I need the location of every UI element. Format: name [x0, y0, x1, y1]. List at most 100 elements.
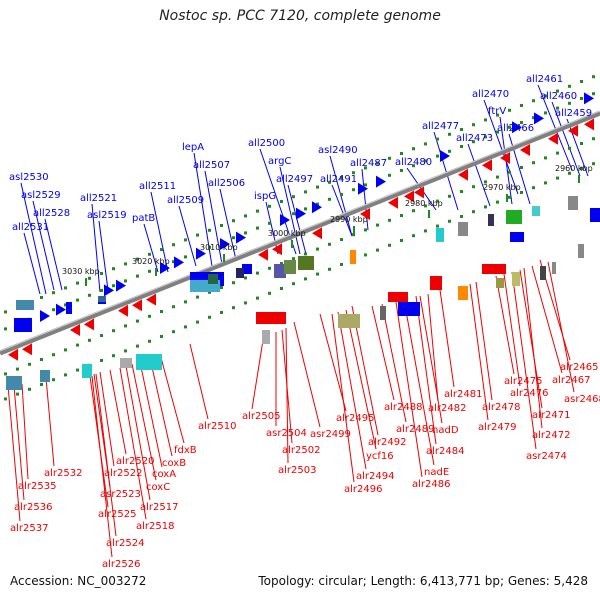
gene-feature-block	[436, 228, 444, 242]
guide-dot	[328, 180, 331, 184]
guide-dot	[196, 320, 199, 324]
forward-gene-arrow	[440, 150, 450, 162]
gene-feature-block	[338, 314, 360, 328]
guide-dot	[232, 306, 235, 310]
leader-line-alr2520	[109, 369, 127, 455]
guide-dot	[472, 140, 475, 144]
gene-label-alr2524: alr2524	[106, 538, 144, 549]
leader-line-coxa	[139, 361, 163, 468]
gene-label-alr2496: alr2496	[344, 484, 382, 495]
leader-line-all2460	[551, 101, 581, 177]
leader-line-all2509	[178, 205, 197, 267]
reverse-gene-arrow	[568, 124, 578, 137]
guide-dot	[400, 239, 403, 242]
guide-dot	[244, 301, 247, 305]
guide-dot	[124, 262, 127, 266]
kbp-marker-label: 2960 kbp	[555, 164, 593, 173]
guide-dot	[64, 286, 67, 290]
gene-label-alr2495: alr2495	[336, 413, 374, 424]
guide-dot	[28, 387, 31, 391]
kbp-marker-label: 2970 kbp	[483, 183, 521, 192]
gene-label-alr2475: alr2475	[504, 376, 542, 387]
gene-feature-block	[274, 264, 286, 278]
leader-line-alr2475	[495, 275, 515, 375]
gene-label-alr2537: alr2537	[10, 523, 48, 534]
guide-dot	[184, 255, 187, 259]
guide-dot	[100, 334, 103, 337]
guide-dot	[472, 210, 475, 214]
forward-gene-arrow	[584, 92, 594, 105]
guide-dot	[316, 185, 319, 189]
gene-label-alr2488: alr2488	[384, 402, 422, 413]
reverse-gene-block	[430, 276, 442, 290]
forward-gene-block	[590, 208, 600, 222]
guide-dot	[172, 330, 175, 334]
guide-dot	[136, 319, 139, 323]
leader-line-ispg	[265, 201, 279, 255]
forward-gene-arrow	[196, 247, 206, 260]
guide-dot	[196, 233, 199, 237]
forward-gene-arrow	[236, 231, 246, 244]
leader-line-all2531	[23, 232, 41, 295]
leader-line-alr2524	[95, 373, 117, 537]
reverse-gene-arrow	[272, 243, 282, 256]
guide-dot	[100, 272, 103, 275]
gene-label-asl2490: asl2490	[318, 145, 358, 156]
guide-dot	[244, 214, 247, 218]
guide-dot	[532, 99, 535, 103]
reverse-gene-arrow	[84, 318, 94, 331]
guide-dot	[268, 204, 271, 208]
leader-line-asr2474	[511, 271, 537, 450]
leader-line-all2506	[219, 188, 237, 261]
reverse-gene-arrow	[548, 132, 558, 145]
gene-label-alr2481: alr2481	[444, 389, 482, 400]
forward-gene-arrow	[312, 201, 322, 214]
guide-dot	[448, 132, 451, 136]
forward-gene-block	[66, 302, 72, 314]
guide-dot	[136, 257, 139, 261]
guide-dot	[4, 372, 7, 376]
guide-dot	[460, 190, 463, 193]
forward-gene-arrow	[220, 238, 230, 250]
guide-dot	[304, 190, 307, 194]
guide-dot	[232, 236, 235, 240]
guide-dot	[520, 166, 523, 169]
guide-dot	[400, 214, 403, 217]
gene-label-lepa: lepA	[182, 142, 204, 153]
guide-dot	[136, 344, 139, 348]
gene-label-alr2532: alr2532	[44, 468, 82, 479]
figure-title: Nostoc sp. PCC 7120, complete genome	[159, 8, 441, 24]
gene-label-ycf16: ycf16	[366, 451, 394, 462]
gene-label-patb: patB	[132, 213, 155, 224]
leader-line-alr2472	[523, 267, 543, 429]
leader-line-alr2476	[503, 273, 521, 387]
leader-line-ycf16	[345, 309, 377, 450]
guide-dot	[64, 348, 67, 352]
gene-feature-block	[208, 274, 218, 284]
guide-dot	[292, 212, 295, 216]
gene-label-alr2484: alr2484	[426, 446, 464, 457]
guide-dot	[532, 186, 535, 190]
forward-gene-arrow	[116, 279, 126, 292]
leader-line-alr2471	[519, 269, 543, 409]
leader-line-alr2517	[125, 365, 151, 501]
leader-line-alr2496	[331, 313, 355, 483]
guide-dot	[508, 125, 511, 129]
reverse-gene-arrow	[404, 190, 414, 203]
guide-dot	[112, 267, 115, 271]
forward-gene-arrow	[296, 207, 306, 220]
gene-feature-block	[120, 358, 132, 368]
gene-feature-block	[568, 196, 578, 210]
reverse-gene-arrow	[8, 348, 18, 361]
guide-dot	[532, 161, 535, 165]
guide-dot	[124, 324, 127, 328]
guide-dot	[232, 281, 235, 285]
leader-line-argc	[279, 166, 301, 255]
forward-gene-block	[510, 232, 524, 242]
guide-dot	[412, 147, 415, 151]
reverse-gene-arrow	[70, 324, 80, 336]
kbp-marker-label: 3030 kbp	[62, 267, 100, 276]
guide-dot	[532, 116, 535, 120]
guide-dot	[448, 149, 451, 153]
guide-dot	[256, 271, 259, 275]
